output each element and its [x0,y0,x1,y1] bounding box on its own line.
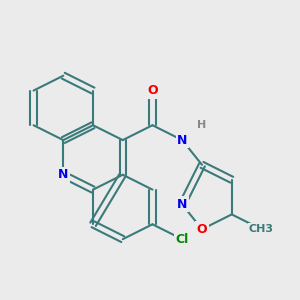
Text: CH3: CH3 [249,224,274,234]
Text: H: H [197,120,207,130]
Text: O: O [147,84,158,97]
Text: O: O [197,223,207,236]
Text: Cl: Cl [176,233,189,246]
Text: N: N [177,198,188,211]
Text: N: N [177,134,188,147]
Text: N: N [58,168,68,181]
